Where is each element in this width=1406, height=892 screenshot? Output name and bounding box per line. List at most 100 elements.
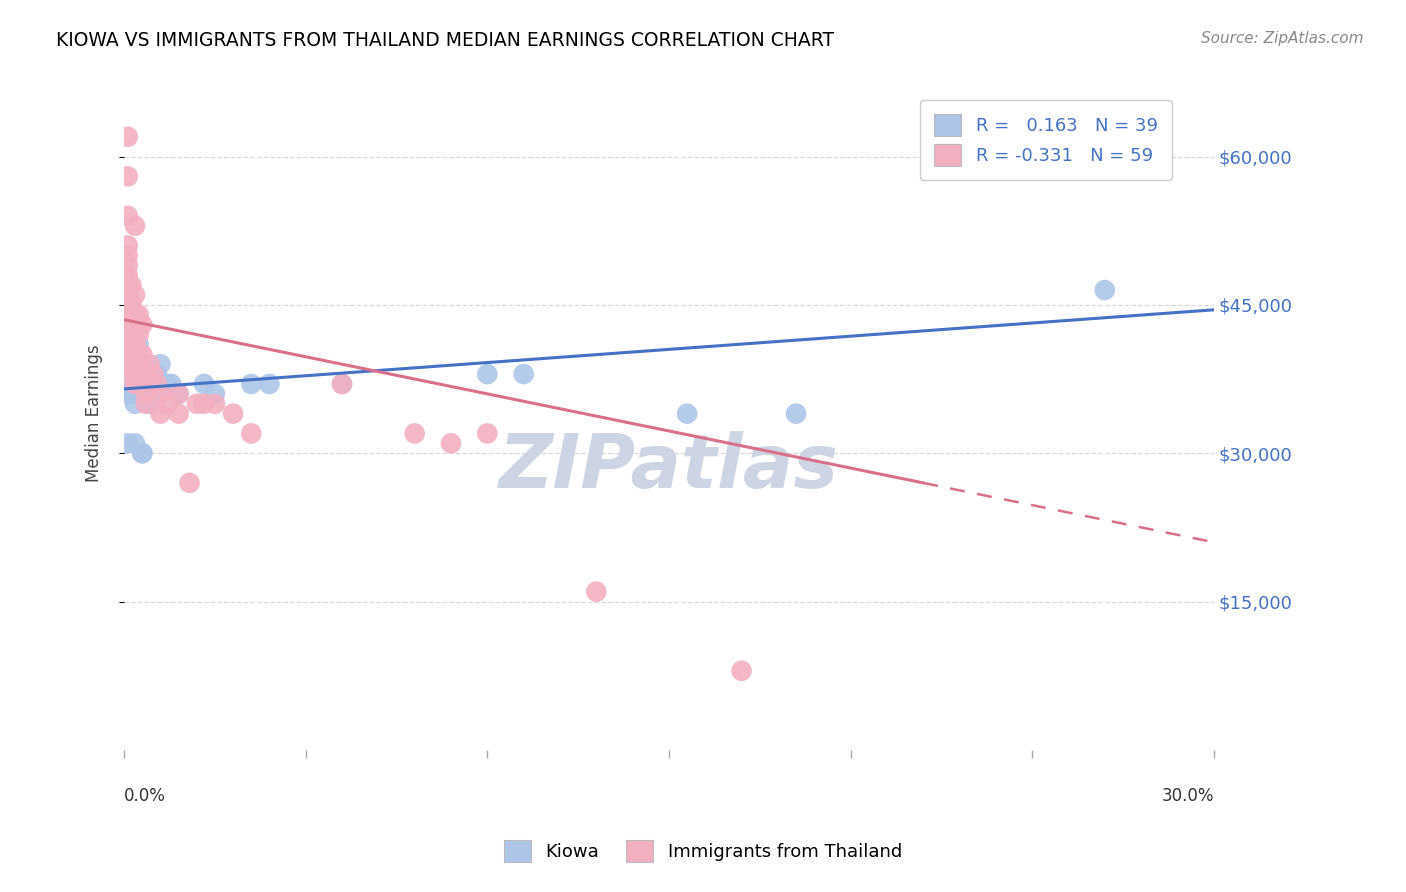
Text: 0.0%: 0.0% xyxy=(124,787,166,805)
Point xyxy=(131,347,153,361)
Point xyxy=(404,426,426,441)
Point xyxy=(135,397,157,411)
Point xyxy=(149,387,172,401)
Point xyxy=(135,367,157,381)
Point xyxy=(1094,283,1116,297)
Y-axis label: Median Earnings: Median Earnings xyxy=(86,345,103,483)
Point xyxy=(120,367,142,381)
Point xyxy=(128,367,150,381)
Point xyxy=(138,367,160,381)
Point xyxy=(120,298,142,312)
Legend: R =   0.163   N = 39, R = -0.331   N = 59: R = 0.163 N = 39, R = -0.331 N = 59 xyxy=(920,100,1173,180)
Point xyxy=(131,446,153,460)
Point xyxy=(117,258,139,272)
Point xyxy=(124,347,146,361)
Point xyxy=(785,407,807,421)
Point xyxy=(120,318,142,332)
Point xyxy=(156,397,179,411)
Point xyxy=(142,367,165,381)
Point xyxy=(193,376,215,391)
Point xyxy=(120,347,142,361)
Text: 30.0%: 30.0% xyxy=(1161,787,1213,805)
Point xyxy=(117,308,139,322)
Point xyxy=(120,318,142,332)
Point xyxy=(149,387,172,401)
Point xyxy=(120,308,142,322)
Point xyxy=(128,308,150,322)
Point xyxy=(117,238,139,252)
Point xyxy=(142,387,165,401)
Point xyxy=(120,278,142,293)
Text: KIOWA VS IMMIGRANTS FROM THAILAND MEDIAN EARNINGS CORRELATION CHART: KIOWA VS IMMIGRANTS FROM THAILAND MEDIAN… xyxy=(56,31,834,50)
Point xyxy=(120,337,142,351)
Point xyxy=(440,436,463,450)
Point xyxy=(259,376,281,391)
Point xyxy=(128,387,150,401)
Point xyxy=(156,376,179,391)
Point xyxy=(204,387,226,401)
Point xyxy=(117,436,139,450)
Point xyxy=(131,376,153,391)
Point xyxy=(117,387,139,401)
Point xyxy=(124,288,146,302)
Point xyxy=(146,367,169,381)
Point xyxy=(117,209,139,223)
Point xyxy=(128,376,150,391)
Point xyxy=(222,407,245,421)
Point xyxy=(149,357,172,371)
Point xyxy=(138,397,160,411)
Point xyxy=(330,376,353,391)
Point xyxy=(330,376,353,391)
Point xyxy=(135,387,157,401)
Point xyxy=(117,268,139,283)
Point xyxy=(124,367,146,381)
Point xyxy=(117,308,139,322)
Point xyxy=(128,327,150,342)
Text: ZIPatlas: ZIPatlas xyxy=(499,431,839,504)
Point xyxy=(117,169,139,184)
Point xyxy=(128,367,150,381)
Point xyxy=(124,308,146,322)
Point xyxy=(131,318,153,332)
Point xyxy=(160,376,183,391)
Legend: Kiowa, Immigrants from Thailand: Kiowa, Immigrants from Thailand xyxy=(496,833,910,870)
Point xyxy=(128,337,150,351)
Point xyxy=(186,397,208,411)
Point xyxy=(117,129,139,144)
Point xyxy=(585,584,607,599)
Point xyxy=(477,367,499,381)
Point xyxy=(120,308,142,322)
Point xyxy=(477,426,499,441)
Point xyxy=(167,387,190,401)
Point xyxy=(128,347,150,361)
Point xyxy=(120,327,142,342)
Point xyxy=(131,367,153,381)
Point xyxy=(117,327,139,342)
Point xyxy=(135,387,157,401)
Point xyxy=(117,367,139,381)
Point xyxy=(179,475,201,490)
Point xyxy=(117,278,139,293)
Text: Source: ZipAtlas.com: Source: ZipAtlas.com xyxy=(1201,31,1364,46)
Point xyxy=(167,407,190,421)
Point xyxy=(117,248,139,262)
Point xyxy=(124,436,146,450)
Point xyxy=(124,219,146,233)
Point xyxy=(117,288,139,302)
Point xyxy=(120,347,142,361)
Point xyxy=(124,337,146,351)
Point xyxy=(676,407,699,421)
Point xyxy=(124,397,146,411)
Point xyxy=(120,387,142,401)
Point xyxy=(240,426,263,441)
Point xyxy=(730,664,752,678)
Point xyxy=(131,446,153,460)
Point xyxy=(124,376,146,391)
Point xyxy=(124,318,146,332)
Point xyxy=(149,407,172,421)
Point xyxy=(193,397,215,411)
Point xyxy=(124,347,146,361)
Point xyxy=(146,376,169,391)
Point xyxy=(117,278,139,293)
Point xyxy=(204,397,226,411)
